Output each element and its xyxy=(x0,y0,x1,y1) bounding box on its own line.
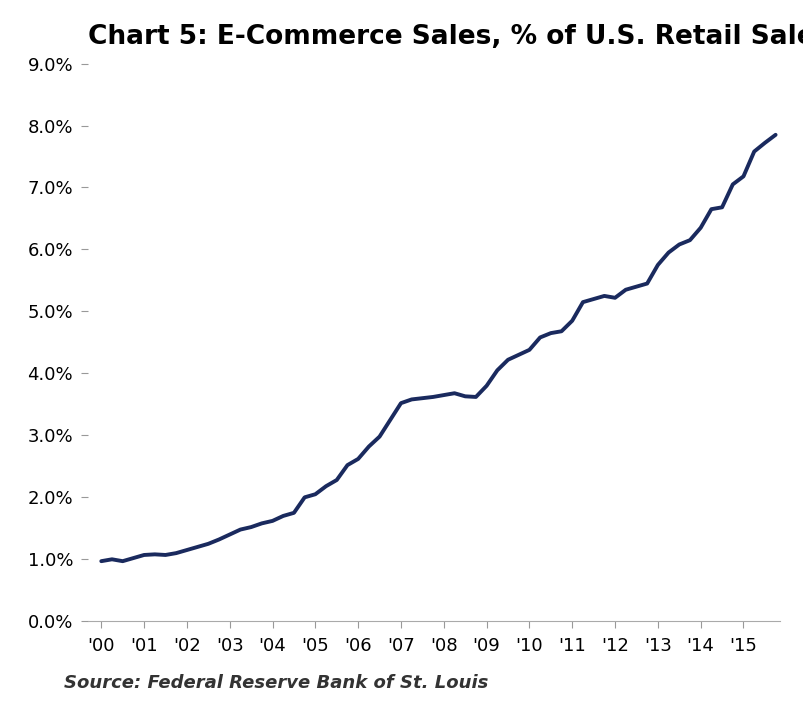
Text: Chart 5: E-Commerce Sales, % of U.S. Retail Sales: Chart 5: E-Commerce Sales, % of U.S. Ret… xyxy=(88,24,803,50)
Text: Source: Federal Reserve Bank of St. Louis: Source: Federal Reserve Bank of St. Loui… xyxy=(64,674,488,693)
